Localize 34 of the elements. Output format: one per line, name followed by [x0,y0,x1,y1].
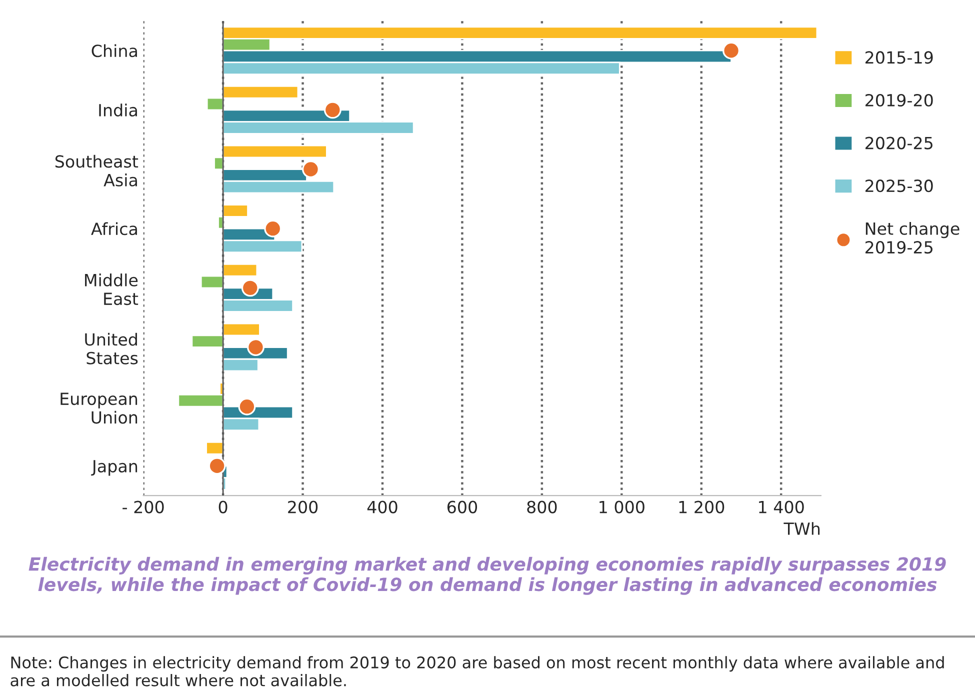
legend-label: 2025-30 [866,180,933,192]
x-tick-label: 1 200 [679,500,724,514]
legend-label: 2015-19 [866,51,933,64]
x-tick-label: 1 400 [759,500,804,514]
x-axis-title: TWh [784,522,820,535]
point [324,101,342,119]
y-tick-label: Japan [91,460,138,476]
legend-label: 2019-20 [866,94,933,107]
point [238,398,256,416]
point [208,457,226,475]
x-tick-label: 0 [218,500,228,514]
text: Note: Changes in electricity demand from 2019 to 2020 are based on most recent monthly data where available and are a modelled result where not available. [10,656,944,686]
point [264,220,282,238]
legend-label: Net change 2019-25 [866,222,960,254]
y-tick-label: India [99,104,137,117]
text: Electricity demand in emerging market and developing economies rapidly surpasses 2019 levels, while the impact of Covid-19 on demand is longer lasting in advanced economies [28,556,946,595]
y-tick-label: European Union [60,392,138,424]
y-tick-label: United States [85,332,138,364]
y-tick-label: Middle East [85,274,138,306]
x-tick-label: 1 000 [600,500,644,514]
y-tick-label: Southeast Asia [55,154,138,186]
x-tick-label: 200 [288,500,318,514]
bar [206,441,224,455]
point [241,279,259,297]
y-tick-label: China [92,44,137,58]
legend-label: 2020-25 [866,136,932,150]
x-tick-label: - 200 [122,500,164,514]
point [302,160,320,178]
y-tick-label: Africa [91,222,137,236]
x-tick-label: 600 [447,500,478,514]
x-tick-label: 400 [367,500,398,514]
point [246,338,264,356]
x-tick-label: 800 [527,500,557,514]
point [722,42,740,60]
